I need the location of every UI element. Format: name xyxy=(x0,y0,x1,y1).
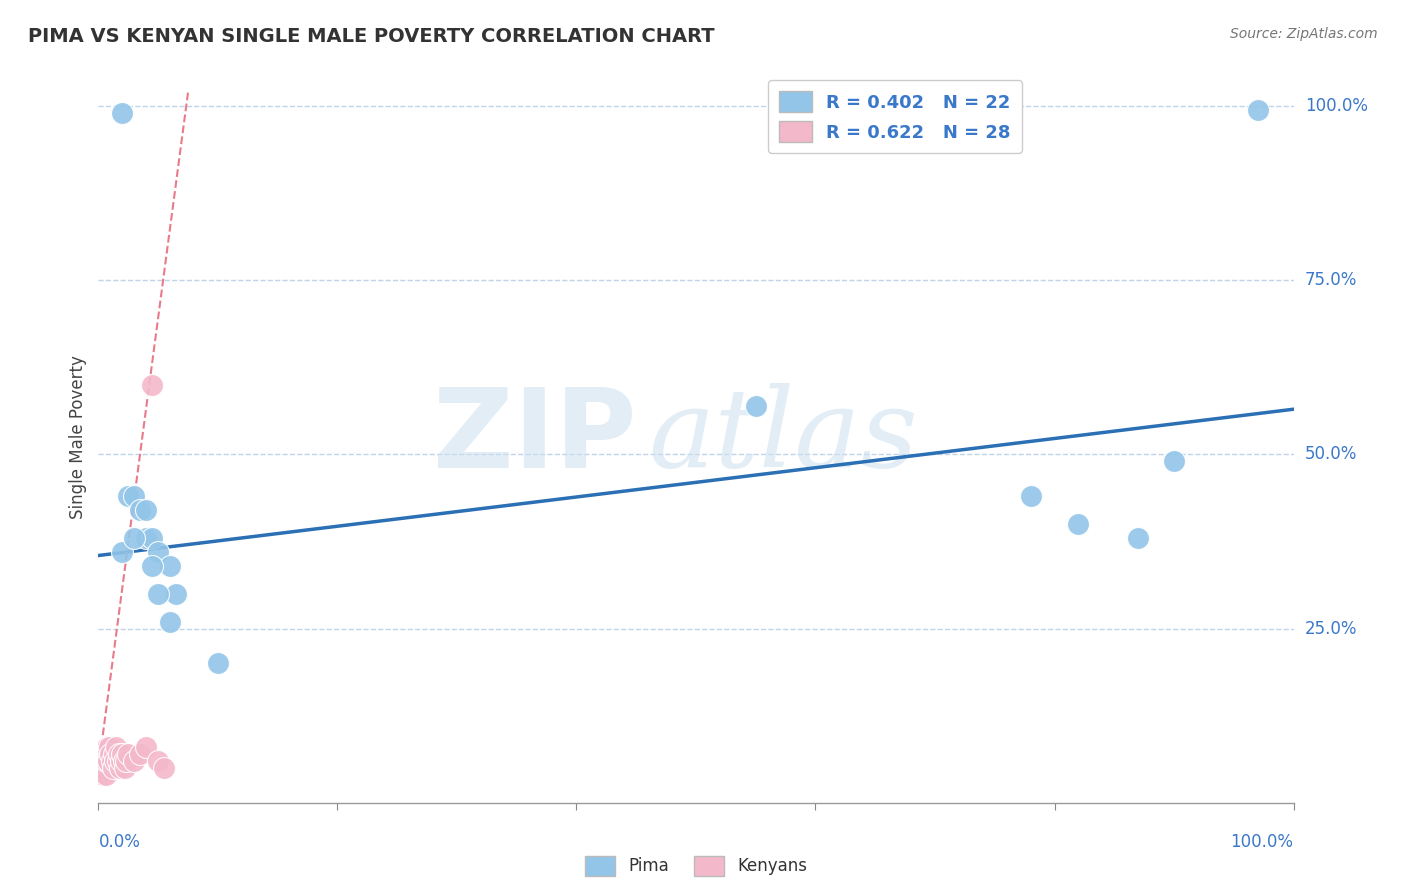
Text: ZIP: ZIP xyxy=(433,384,636,491)
Point xyxy=(129,747,152,761)
Point xyxy=(745,399,768,413)
Point xyxy=(97,754,120,768)
Point xyxy=(104,754,127,768)
Point xyxy=(93,754,115,768)
Point xyxy=(207,657,229,671)
Point xyxy=(1067,517,1090,532)
Point xyxy=(100,754,122,768)
Point xyxy=(98,740,121,755)
Point xyxy=(1246,103,1268,117)
Point xyxy=(94,768,117,782)
Point xyxy=(1163,454,1185,468)
Point xyxy=(94,754,117,768)
Point xyxy=(124,754,146,768)
Point xyxy=(1128,531,1150,545)
Point xyxy=(107,754,129,768)
Point xyxy=(135,503,157,517)
Point xyxy=(105,740,128,755)
Point xyxy=(135,740,157,755)
Point xyxy=(129,503,152,517)
Point xyxy=(124,489,146,503)
Point xyxy=(98,747,122,761)
Point xyxy=(111,747,134,761)
Point xyxy=(108,761,131,775)
Point xyxy=(117,747,139,761)
Point xyxy=(114,761,136,775)
Point xyxy=(1019,489,1042,503)
Point xyxy=(111,545,134,559)
Point xyxy=(153,761,176,775)
Point xyxy=(107,747,129,761)
Point xyxy=(110,754,132,768)
Text: 75.0%: 75.0% xyxy=(1305,271,1357,289)
Text: 50.0%: 50.0% xyxy=(1305,445,1357,464)
Point xyxy=(141,377,163,392)
Point xyxy=(159,558,181,573)
Point xyxy=(141,558,163,573)
Point xyxy=(117,489,139,503)
Point xyxy=(159,615,181,629)
Text: Source: ZipAtlas.com: Source: ZipAtlas.com xyxy=(1230,27,1378,41)
Text: 100.0%: 100.0% xyxy=(1230,833,1294,851)
Point xyxy=(112,754,135,768)
Point xyxy=(124,531,146,545)
Point xyxy=(148,545,170,559)
Point xyxy=(165,587,187,601)
Point xyxy=(135,531,157,545)
Legend: Pima, Kenyans: Pima, Kenyans xyxy=(578,850,814,882)
Y-axis label: Single Male Poverty: Single Male Poverty xyxy=(69,355,87,519)
Point xyxy=(111,106,134,120)
Text: atlas: atlas xyxy=(648,384,918,491)
Point xyxy=(115,754,138,768)
Text: 0.0%: 0.0% xyxy=(98,833,141,851)
Point xyxy=(103,747,125,761)
Point xyxy=(148,754,170,768)
Point xyxy=(148,587,170,601)
Text: PIMA VS KENYAN SINGLE MALE POVERTY CORRELATION CHART: PIMA VS KENYAN SINGLE MALE POVERTY CORRE… xyxy=(28,27,714,45)
Point xyxy=(91,768,114,782)
Point xyxy=(141,531,163,545)
Point xyxy=(96,740,118,755)
Text: 25.0%: 25.0% xyxy=(1305,620,1357,638)
Text: 100.0%: 100.0% xyxy=(1305,97,1368,115)
Point xyxy=(101,761,124,775)
